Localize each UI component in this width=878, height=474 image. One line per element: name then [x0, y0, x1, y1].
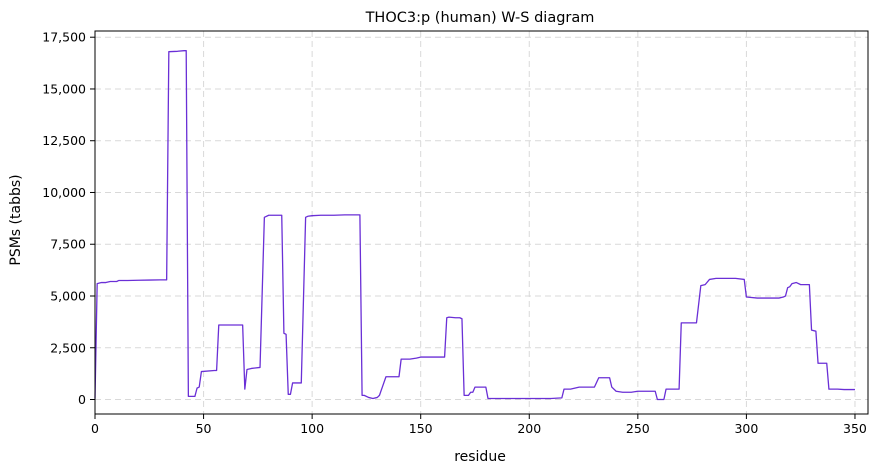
plot-frame — [94, 30, 869, 415]
x-axis-label: residue — [454, 449, 506, 465]
grid — [94, 31, 868, 414]
x-tick-label: 250 — [626, 421, 650, 436]
y-tick-label: 7,500 — [50, 237, 86, 252]
series-line — [94, 50, 855, 401]
x-tick-label: 100 — [300, 421, 324, 436]
y-tick-label: 17,500 — [42, 30, 86, 45]
y-tick-label: 5,000 — [50, 288, 86, 303]
y-axis-label: PSMs (tabbs) — [8, 174, 24, 265]
y-tick-label: 10,000 — [42, 185, 86, 200]
x-tick-label: 150 — [409, 421, 433, 436]
x-tick-label: 200 — [517, 421, 541, 436]
y-tick-label: 12,500 — [42, 133, 86, 148]
y-tick-label: 0 — [78, 392, 86, 407]
y-tick-label: 15,000 — [42, 81, 86, 96]
x-tick-label: 300 — [734, 421, 758, 436]
x-tick-label: 50 — [196, 421, 212, 436]
chart-title: THOC3:p (human) W-S diagram — [365, 10, 595, 26]
series-group — [94, 50, 855, 401]
x-tick-label: 350 — [843, 421, 867, 436]
x-axis: 0 50 100 150 200 250 300 350 — [91, 414, 867, 436]
y-axis: 0 2,500 5,000 7,500 10,000 12,500 15,000 17,500 — [42, 30, 95, 407]
y-tick-label: 2,500 — [50, 340, 86, 355]
x-tick-label: 0 — [91, 421, 99, 436]
